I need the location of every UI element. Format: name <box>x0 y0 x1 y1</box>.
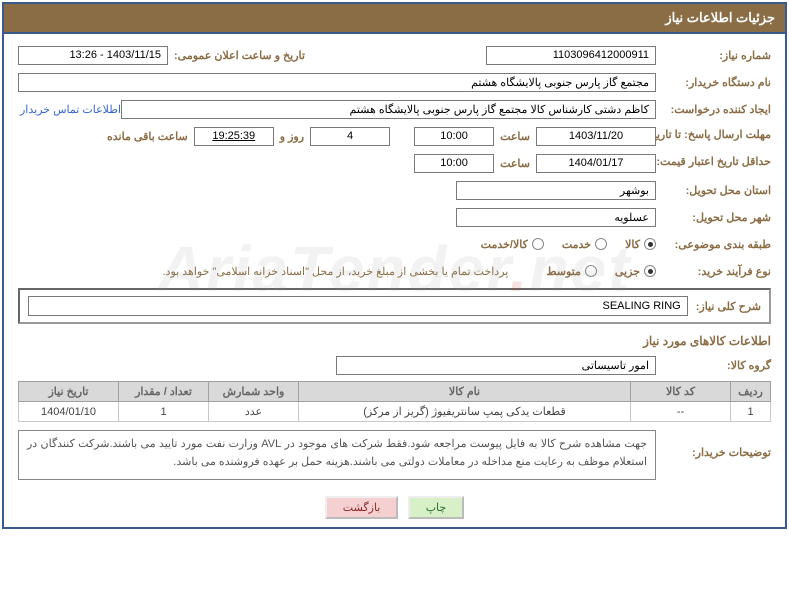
radio-goods[interactable]: کالا <box>625 238 656 251</box>
cell-unit: عدد <box>209 402 299 422</box>
cell-name: قطعات یدکی پمپ سانتریفیوژ (گریز از مرکز) <box>299 402 631 422</box>
purchase-type-label: نوع فرآیند خرید: <box>656 265 771 278</box>
th-code: کد کالا <box>631 382 731 402</box>
back-button[interactable]: بازگشت <box>325 496 399 519</box>
th-qty: تعداد / مقدار <box>119 382 209 402</box>
price-valid-date: 1404/01/17 <box>536 154 656 173</box>
cell-need-date: 1404/01/10 <box>19 402 119 422</box>
radio-medium[interactable]: متوسط <box>546 265 597 278</box>
subject-label: شرح کلی نیاز: <box>688 300 761 313</box>
announce-field: 1403/11/15 - 13:26 <box>18 46 168 65</box>
goods-group-label: گروه کالا: <box>656 359 771 372</box>
response-deadline-hour: 10:00 <box>414 127 494 146</box>
announce-label: تاریخ و ساعت اعلان عمومی: <box>168 49 305 62</box>
contact-link[interactable]: اطلاعات تماس خریدار <box>18 103 121 116</box>
need-number-field: 1103096412000911 <box>486 46 656 65</box>
response-deadline-label: مهلت ارسال پاسخ: تا تاریخ: <box>656 129 771 142</box>
subject-box: شرح کلی نیاز: SEALING RING <box>18 288 771 324</box>
th-row: ردیف <box>731 382 771 402</box>
radio-service[interactable]: خدمت <box>562 238 607 251</box>
print-button[interactable]: چاپ <box>408 496 465 519</box>
footer-buttons: چاپ بازگشت <box>4 486 785 527</box>
radio-icon <box>585 265 597 277</box>
items-table: ردیف کد کالا نام کالا واحد شمارش تعداد /… <box>18 381 771 422</box>
buyer-org-label: نام دستگاه خریدار: <box>656 76 771 89</box>
radio-icon <box>644 238 656 250</box>
province-field: بوشهر <box>456 181 656 200</box>
th-need-date: تاریخ نیاز <box>19 382 119 402</box>
city-label: شهر محل تحویل: <box>656 211 771 224</box>
items-section-title: اطلاعات کالاهای مورد نیاز <box>18 334 771 348</box>
radio-icon <box>595 238 607 250</box>
buyer-org-field: مجتمع گاز پارس جنوبی پالایشگاه هشتم <box>18 73 656 92</box>
hour-label-2: ساعت <box>494 157 536 170</box>
days-remaining: 4 <box>310 127 390 146</box>
radio-partial[interactable]: جزیی <box>615 265 656 278</box>
cell-row: 1 <box>731 402 771 422</box>
table-row: 1 -- قطعات یدکی پمپ سانتریفیوژ (گریز از … <box>19 402 771 422</box>
city-field: عسلویه <box>456 208 656 227</box>
days-and-label: روز و <box>274 130 310 143</box>
subject-field: SEALING RING <box>28 296 688 316</box>
radio-icon <box>644 265 656 277</box>
radio-icon <box>532 238 544 250</box>
panel-content: شماره نیاز: 1103096412000911 تاریخ و ساع… <box>4 34 785 486</box>
purchase-type-note: پرداخت تمام یا بخشی از مبلغ خرید، از محل… <box>163 265 509 278</box>
requester-field: کاظم دشتی کارشناس کالا مجتمع گاز پارس جن… <box>121 100 656 119</box>
price-valid-label: حداقل تاریخ اعتبار قیمت: تا تاریخ: <box>656 156 771 169</box>
panel-title: جزئیات اطلاعات نیاز <box>665 10 775 25</box>
province-label: استان محل تحویل: <box>656 184 771 197</box>
panel-header: جزئیات اطلاعات نیاز <box>4 4 785 34</box>
main-panel: جزئیات اطلاعات نیاز شماره نیاز: 11030964… <box>2 2 787 529</box>
radio-goods-service[interactable]: کالا/خدمت <box>481 238 544 251</box>
hour-label-1: ساعت <box>494 130 536 143</box>
th-unit: واحد شمارش <box>209 382 299 402</box>
requester-label: ایجاد کننده درخواست: <box>656 103 771 116</box>
time-remaining: 19:25:39 <box>194 127 274 146</box>
need-number-label: شماره نیاز: <box>656 49 771 62</box>
category-label: طبقه بندی موضوعی: <box>656 238 771 251</box>
buyer-notes-label: توضیحات خریدار: <box>656 430 771 459</box>
response-deadline-date: 1403/11/20 <box>536 127 656 146</box>
cell-code: -- <box>631 402 731 422</box>
goods-group-field: امور تاسیساتی <box>336 356 656 375</box>
cell-qty: 1 <box>119 402 209 422</box>
th-name: نام کالا <box>299 382 631 402</box>
buyer-notes-box: جهت مشاهده شرح کالا به فایل پیوست مراجعه… <box>18 430 656 480</box>
price-valid-hour: 10:00 <box>414 154 494 173</box>
remaining-label: ساعت باقی مانده <box>101 130 194 143</box>
